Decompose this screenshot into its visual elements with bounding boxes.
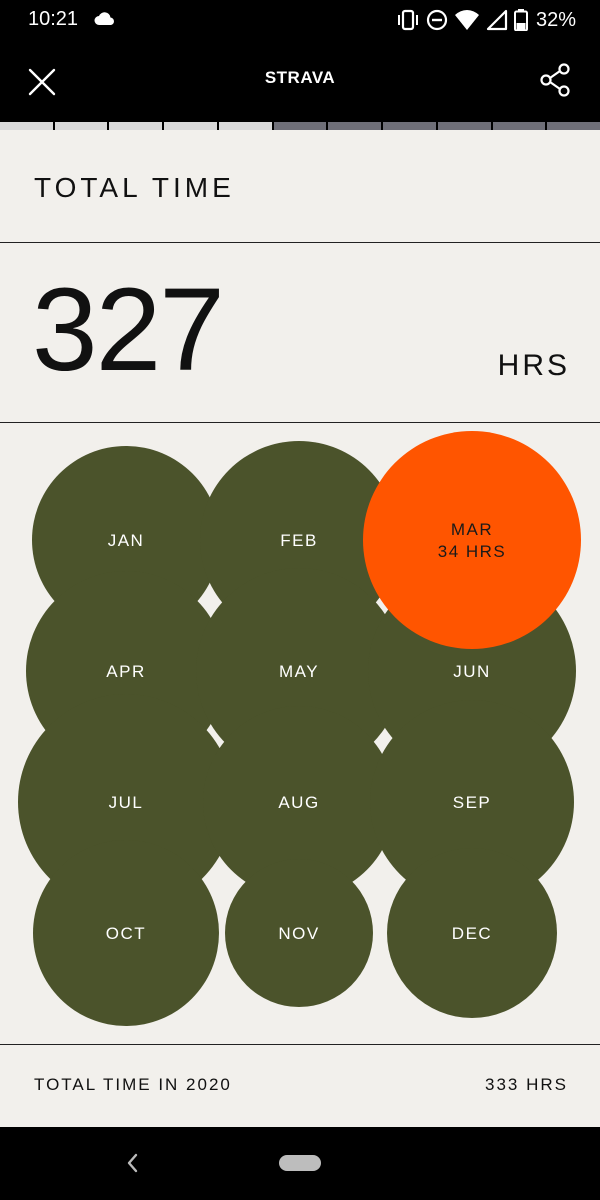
back-icon[interactable]: [124, 1151, 140, 1175]
cloud-icon: [94, 12, 114, 25]
month-label: MAR: [451, 520, 493, 539]
do-not-disturb-icon: [426, 9, 448, 31]
month-label: MAY: [279, 662, 319, 681]
month-circle-oct[interactable]: [33, 840, 219, 1026]
progress-segment: [54, 122, 108, 130]
month-label: APR: [106, 662, 145, 681]
battery-percentage: 32%: [535, 8, 576, 31]
close-icon[interactable]: [24, 64, 60, 100]
month-bubble-aug[interactable]: AUG: [203, 706, 395, 898]
month-label: AUG: [278, 793, 319, 812]
signal-icon: [486, 9, 508, 31]
status-icons: 32%: [396, 6, 576, 34]
month-circle-jul[interactable]: [18, 694, 234, 910]
bubble-svg: JAN FEB APR MAY JUN JUL AUG SEP OCT NOV DEC MAR 34 H…: [18, 431, 581, 1026]
month-label: JAN: [108, 531, 145, 550]
summary-card: TOTAL TIME 327 HRS JAN FEB APR MAY JUN JUL AUG…: [0, 130, 600, 1127]
monthly-bubble-chart: JAN FEB APR MAY JUN JUL AUG SEP OCT NOV DEC MAR 34 H…: [0, 423, 600, 1045]
progress-segment: [547, 122, 600, 130]
progress-segment: [328, 122, 382, 130]
vibrate-icon: [397, 9, 418, 31]
total-hours-unit: HRS: [497, 349, 570, 382]
month-label: JUN: [453, 662, 491, 681]
progress-segment: [0, 122, 53, 130]
story-progress-bar: [0, 122, 600, 130]
month-label: JUL: [109, 793, 144, 812]
total-hours-value: 327: [32, 264, 225, 396]
month-label: OCT: [106, 924, 146, 943]
month-bubble-nov[interactable]: NOV: [225, 859, 373, 1007]
month-label: DEC: [452, 924, 492, 943]
footer-value: 333 HRS: [485, 1075, 568, 1094]
month-circle-dec[interactable]: [387, 848, 557, 1018]
progress-segment: [437, 122, 491, 130]
wifi-icon: [454, 10, 479, 30]
strava-logo: STRAVA: [264, 68, 336, 87]
month-circle-mar[interactable]: [363, 431, 581, 649]
progress-segment: [109, 122, 163, 130]
month-hours-label: 34 HRS: [438, 542, 507, 561]
month-bubble-oct[interactable]: OCT: [33, 840, 219, 1026]
month-bubble-sep[interactable]: SEP: [370, 700, 574, 904]
progress-segment: [164, 122, 217, 130]
app-header: STRAVA: [0, 40, 600, 122]
progress-segment: [383, 122, 436, 130]
total-section: 327 HRS: [0, 243, 600, 423]
system-nav-bar: [0, 1127, 600, 1200]
home-pill[interactable]: [279, 1155, 321, 1171]
card-title: TOTAL TIME: [34, 172, 235, 203]
month-circle-nov[interactable]: [225, 859, 373, 1007]
progress-segment: [218, 122, 272, 130]
progress-segment: [273, 122, 327, 130]
month-label: SEP: [453, 793, 492, 812]
month-bubble-mar[interactable]: MAR 34 HRS: [363, 431, 581, 649]
battery-icon: [513, 9, 528, 31]
month-circle-aug[interactable]: [203, 706, 395, 898]
status-time: 10:21: [28, 8, 79, 30]
month-circle-sep[interactable]: [370, 700, 574, 904]
month-bubble-jul[interactable]: JUL: [18, 694, 234, 910]
month-label: FEB: [280, 531, 318, 550]
footer-label: TOTAL TIME IN 2020: [34, 1075, 232, 1094]
status-bar: 10:21 32%: [0, 0, 600, 40]
progress-segment: [492, 122, 546, 130]
title-section: TOTAL TIME: [0, 130, 600, 243]
month-bubble-dec[interactable]: DEC: [387, 848, 557, 1018]
month-label: NOV: [278, 924, 319, 943]
share-icon[interactable]: [538, 62, 574, 98]
footer-row: TOTAL TIME IN 2020 333 HRS: [0, 1045, 600, 1127]
